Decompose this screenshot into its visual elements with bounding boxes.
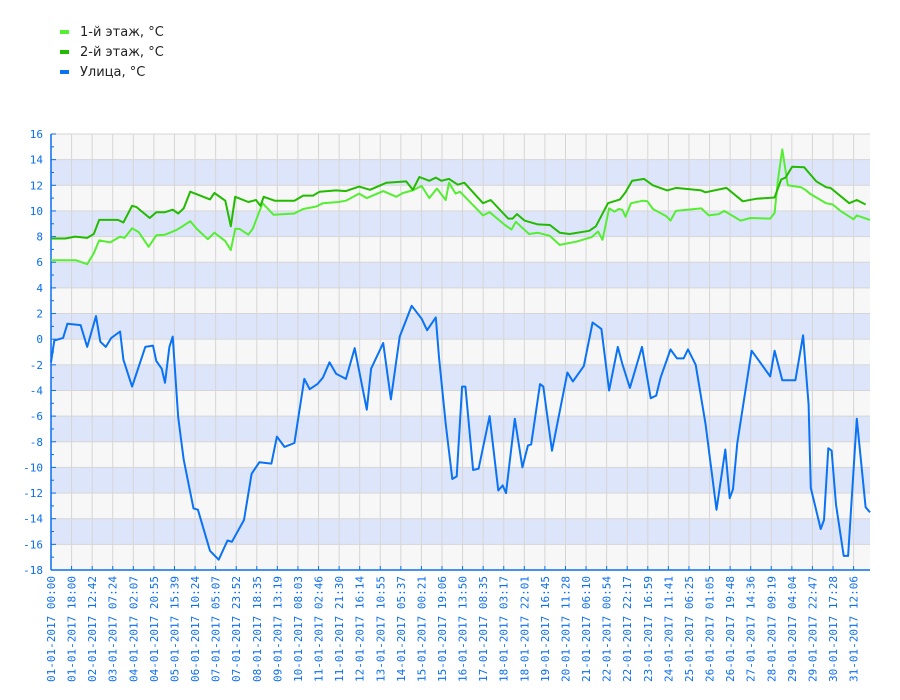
y-tick-label: 4 [36,282,43,295]
legend-item-floor2[interactable]: 2-й этаж, °C [60,42,164,62]
y-tick-label: -16 [23,538,43,551]
x-tick-label: 04-01-2017 02:07 [127,576,140,682]
x-tick-label: 03-01-2017 07:24 [107,576,120,682]
x-tick-label: 24-01-2017 11:41 [662,576,675,682]
y-tick-label: -10 [23,461,43,474]
x-tick-label: 21-01-2017 06:10 [580,576,593,682]
legend-swatch-floor1 [60,30,69,34]
y-tick-label: 0 [36,333,43,346]
grid-band [51,493,870,519]
grid-band [51,236,870,263]
x-tick-label: 16-01-2017 13:50 [457,576,470,682]
grid-band [51,185,870,211]
x-tick-label: 11-01-2017 02:46 [313,576,326,682]
grid-band [51,544,870,570]
x-tick-label: 02-01-2017 12:42 [86,576,99,682]
x-tick-label: 22-01-2017 00:54 [601,576,614,682]
grid-band [51,210,870,237]
grid-band [51,339,870,365]
x-tick-label: 26-01-2017 19:48 [724,576,737,682]
x-tick-label: 29-01-2017 04:04 [786,576,799,682]
y-tick-label: 12 [30,179,43,192]
grid-band [51,159,870,186]
x-tick-label: 28-01-2017 09:19 [765,576,778,682]
x-tick-label: 23-01-2017 16:59 [642,576,655,682]
y-tick-label: -4 [30,384,44,397]
x-tick-label: 01-01-2017 00:00 [45,576,58,682]
y-tick-label: -14 [23,513,43,526]
x-tick-label: 18-01-2017 03:17 [498,576,511,682]
grid-band [51,134,870,160]
y-tick-label: 14 [30,154,44,167]
x-tick-label: 10-01-2017 08:03 [292,576,305,682]
y-tick-label: 8 [36,231,43,244]
x-tick-label: 31-01-2017 12:06 [848,576,861,682]
legend-item-floor1[interactable]: 1-й этаж, °C [60,22,164,42]
x-tick-label: 26-01-2017 01:05 [704,576,717,682]
grid-band [51,262,870,288]
x-tick-label: 04-01-2017 20:55 [148,576,161,682]
y-tick-label: -6 [30,410,43,423]
y-tick-label: 2 [36,308,43,321]
x-tick-label: 13-01-2017 10:55 [374,576,387,682]
x-tick-label: 07-01-2017 05:07 [210,576,223,682]
x-tick-label: 08-01-2017 18:35 [251,576,264,682]
grid-band [51,441,870,468]
x-tick-label: 22-01-2017 22:17 [621,576,634,682]
x-tick-label: 12-01-2017 16:14 [354,576,367,682]
x-tick-label: 19-01-2017 16:45 [539,576,552,682]
grid-band [51,518,870,545]
x-tick-label: 30-01-2017 17:28 [827,576,840,682]
y-tick-label: 16 [30,128,43,141]
legend-label-floor2: 2-й этаж, °C [80,44,164,60]
x-tick-label: 15-01-2017 00:21 [415,576,428,682]
y-tick-label: -2 [30,359,43,372]
x-tick-label: 05-01-2017 15:39 [168,576,181,682]
x-tick-label: 06-01-2017 10:24 [189,576,202,682]
x-tick-label: 07-01-2017 23:52 [230,576,243,682]
series-line-street [50,304,871,561]
x-tick-label: 09-01-2017 13:19 [271,576,284,682]
legend-label-street: Улица, °C [80,64,146,80]
y-tick-label: -18 [23,564,43,577]
legend: 1-й этаж, °C 2-й этаж, °C Улица, °C [60,22,164,82]
x-tick-label: 17-01-2017 08:35 [477,576,490,682]
legend-label-floor1: 1-й этаж, °C [80,24,164,40]
legend-swatch-street [60,70,69,74]
x-tick-label: 11-01-2017 21:30 [333,576,346,682]
grid-band [51,467,870,494]
x-tick-label: 18-01-2017 22:01 [518,576,531,682]
x-tick-label: 14-01-2017 05:37 [395,576,408,682]
legend-swatch-floor2 [60,50,69,54]
legend-item-street[interactable]: Улица, °C [60,62,164,82]
x-tick-label: 27-01-2017 14:36 [745,576,758,682]
series-line-floor1 [51,148,871,266]
x-tick-label: 25-01-2017 06:25 [683,576,696,682]
grid-band [51,364,870,391]
x-tick-label: 01-01-2017 18:00 [66,576,79,682]
x-tick-label: 20-01-2017 11:28 [559,576,572,682]
series-line-floor2 [51,165,867,240]
y-tick-label: -8 [30,436,43,449]
grid-band [51,313,870,340]
y-tick-label: 6 [36,256,43,269]
y-tick-label: -12 [23,487,43,500]
y-tick-label: 10 [30,205,43,218]
grid-band [51,287,870,314]
x-tick-label: 15-01-2017 19:06 [436,576,449,682]
x-tick-label: 29-01-2017 22:47 [806,576,819,682]
